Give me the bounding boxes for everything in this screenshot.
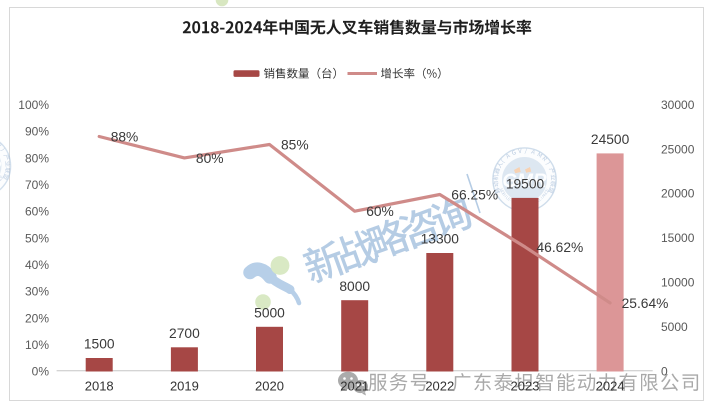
svg-text:80%: 80% (196, 151, 224, 166)
svg-text:13300: 13300 (421, 232, 460, 247)
svg-text:88%: 88% (111, 130, 139, 145)
svg-text:C: C (543, 190, 549, 195)
svg-text:2019: 2019 (170, 379, 199, 394)
svg-text:85%: 85% (281, 138, 309, 153)
svg-text:15000: 15000 (661, 231, 695, 245)
svg-text:O: O (500, 189, 506, 195)
svg-text:2020: 2020 (255, 379, 284, 394)
svg-text:2024: 2024 (596, 379, 625, 394)
svg-text:L: L (537, 196, 542, 202)
svg-text:30000: 30000 (661, 98, 695, 112)
svg-text:25.64%: 25.64% (622, 296, 669, 311)
svg-text:20000: 20000 (661, 187, 695, 201)
svg-text:80%: 80% (25, 151, 49, 165)
svg-text:30%: 30% (25, 285, 49, 299)
svg-text:L: L (505, 195, 511, 201)
svg-text:2018: 2018 (85, 379, 114, 394)
svg-text:60%: 60% (366, 204, 394, 219)
svg-text:10%: 10% (25, 338, 49, 352)
svg-text:-: - (509, 198, 513, 203)
svg-text:66.25%: 66.25% (451, 188, 498, 203)
svg-text:70%: 70% (25, 178, 49, 192)
svg-text:0: 0 (661, 365, 668, 379)
svg-text:90%: 90% (25, 125, 49, 139)
svg-text:40%: 40% (25, 258, 49, 272)
svg-text:24500: 24500 (591, 132, 630, 147)
svg-text:E: E (506, 196, 511, 202)
svg-text:0%: 0% (32, 365, 50, 379)
svg-text:20%: 20% (25, 311, 49, 325)
svg-text:GMR: GMR (0, 158, 1, 179)
svg-text:25000: 25000 (661, 142, 695, 156)
svg-text:1500: 1500 (84, 337, 115, 352)
svg-text:C: C (0, 176, 4, 181)
svg-text:A: A (540, 193, 546, 199)
svg-text:GMR: GMR (502, 171, 547, 192)
svg-text:46.62%: 46.62% (537, 240, 584, 255)
svg-text:2022: 2022 (425, 379, 454, 394)
svg-text:I: I (540, 195, 544, 199)
svg-text:50%: 50% (25, 231, 49, 245)
svg-text:2023: 2023 (511, 379, 540, 394)
svg-text:60%: 60% (25, 205, 49, 219)
svg-text:2700: 2700 (169, 326, 200, 341)
svg-text:N: N (0, 178, 2, 183)
svg-text:N: N (542, 191, 548, 196)
svg-text:8000: 8000 (339, 279, 370, 294)
svg-text:5000: 5000 (661, 320, 688, 334)
svg-text:100%: 100% (18, 98, 49, 112)
svg-text:B: B (501, 192, 507, 197)
svg-text:5000: 5000 (254, 306, 285, 321)
svg-text:E: E (0, 174, 5, 179)
svg-text:M: M (499, 187, 505, 193)
svg-text:2021: 2021 (340, 379, 369, 394)
svg-text:I: I (503, 194, 508, 198)
svg-text:10000: 10000 (661, 276, 695, 290)
svg-text:E: E (544, 188, 550, 193)
svg-text:19500: 19500 (506, 177, 545, 192)
